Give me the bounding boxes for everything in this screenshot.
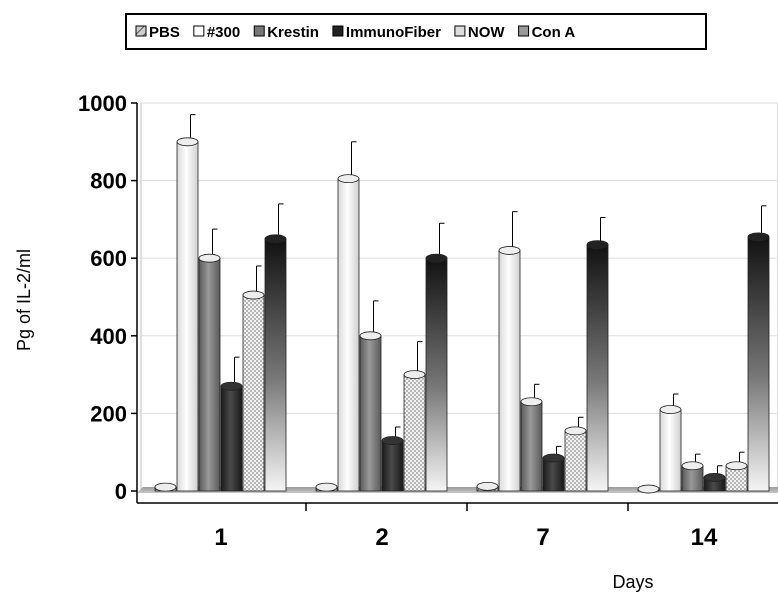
bar-top-krestin	[520, 397, 543, 407]
bar-top-300	[498, 246, 521, 255]
bar-top-now	[242, 290, 265, 300]
bar-top-pbs	[637, 484, 660, 494]
bar-con-a	[586, 244, 609, 492]
bar-now	[564, 430, 587, 492]
legend-label-pbs: PBS	[149, 24, 180, 41]
bar-top-krestin	[198, 253, 221, 263]
x-tick-label: 2	[375, 524, 388, 551]
bar-top-pbs	[476, 481, 499, 491]
bar-top-con-a	[264, 234, 287, 244]
bar-immunofiber	[542, 457, 565, 492]
y-axis-label: Pg of IL-2/ml	[14, 249, 34, 351]
legend-swatch-pbs	[135, 25, 147, 37]
bar-con-a	[747, 236, 770, 492]
bar-con-a	[264, 238, 287, 492]
y-tick-label: 400	[90, 324, 127, 349]
x-tick-label: 1	[214, 524, 227, 551]
legend: PBS #300 Krestin ImmunoFiber NOW Con A	[125, 13, 707, 50]
bar-top-immunofiber	[703, 473, 726, 482]
bar-immunofiber	[220, 385, 243, 492]
legend-label-immunofiber: ImmunoFiber	[346, 24, 441, 41]
y-tick-label: 1000	[78, 91, 127, 116]
bar-top-300	[337, 174, 360, 184]
y-tick-label: 0	[115, 479, 127, 504]
bar-top-krestin	[681, 461, 704, 471]
bar-top-now	[725, 461, 748, 471]
legend-label-con-a: Con A	[532, 24, 576, 41]
bar-krestin	[520, 401, 543, 492]
bar-top-immunofiber	[381, 436, 404, 445]
x-tick-label: 7	[536, 524, 549, 551]
bar-300	[337, 178, 360, 492]
bar-300	[659, 409, 682, 492]
bar-top-con-a	[586, 240, 609, 250]
bar-top-pbs	[154, 482, 177, 492]
legend-label-now: NOW	[468, 24, 506, 41]
x-tick-label: 14	[691, 524, 718, 551]
bar-top-con-a	[425, 253, 448, 263]
legend-swatch-con-a	[518, 25, 530, 37]
bar-now	[242, 294, 265, 492]
bar-top-now	[403, 370, 426, 380]
legend-box	[125, 13, 707, 50]
bar-top-immunofiber	[542, 453, 565, 463]
plot-floor	[137, 487, 778, 493]
x-axis-label: Days	[612, 572, 653, 592]
bar-top-con-a	[747, 232, 770, 242]
y-tick-label: 600	[90, 246, 127, 271]
plot-area: 0 200 400 600 800 1000 1 2 7 14	[78, 91, 778, 551]
bar-now	[403, 374, 426, 492]
legend-swatch-now	[454, 25, 466, 37]
bar-con-a	[425, 257, 448, 492]
y-tick-label: 200	[90, 401, 127, 426]
legend-swatch-immunofiber	[332, 25, 344, 37]
bar-top-immunofiber	[220, 381, 243, 391]
bar-immunofiber	[381, 440, 404, 492]
bar-top-300	[659, 405, 682, 414]
bar-top-krestin	[359, 331, 382, 341]
legend-swatch-300	[193, 25, 205, 37]
bar-krestin	[359, 335, 382, 492]
y-tick-label: 800	[90, 169, 127, 194]
bar-top-now	[564, 426, 587, 436]
legend-swatch-krestin	[253, 25, 265, 37]
bar-top-300	[176, 137, 199, 147]
bar-300	[498, 250, 521, 492]
legend-label-300: #300	[207, 24, 240, 41]
bar-krestin	[198, 257, 221, 492]
legend-label-krestin: Krestin	[267, 24, 319, 41]
bar-300	[176, 141, 199, 492]
bar-top-pbs	[315, 482, 338, 492]
